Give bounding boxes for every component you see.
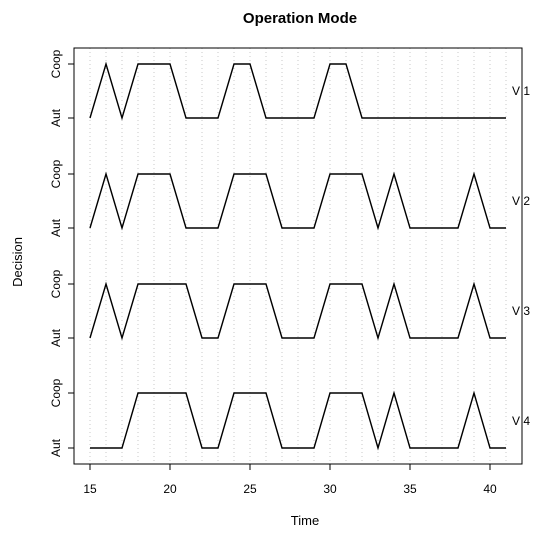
series-line-1	[89, 61, 506, 121]
series-group: V 1 V 2 V 3 V 4	[89, 61, 530, 451]
y-tick-label: Coop	[49, 269, 63, 298]
plot-frame	[73, 47, 523, 465]
series-line-3	[89, 281, 506, 341]
x-tick-label: 30	[323, 482, 337, 496]
x-tick-label: 25	[243, 482, 257, 496]
series-label-3: V 3	[512, 304, 530, 318]
y-tick-label: Aut	[49, 108, 63, 127]
y-tick-label: Coop	[49, 49, 63, 78]
y-axis-label: Decision	[10, 237, 25, 287]
series-line-4	[90, 390, 506, 451]
y-axis: Coop Aut Coop Aut Coop Aut Coop Aut	[49, 49, 74, 457]
y-tick-label: Coop	[49, 159, 63, 188]
series-line-2	[89, 171, 506, 231]
y-tick-label: Coop	[49, 378, 63, 407]
series-label-2: V 2	[512, 194, 530, 208]
x-axis-label: Time	[291, 513, 319, 528]
series-label-4: V 4	[512, 414, 530, 428]
chart-title: Operation Mode	[243, 10, 357, 27]
series-label-1: V 1	[512, 84, 530, 98]
x-tick-label: 40	[483, 482, 497, 496]
y-tick-label: Aut	[49, 328, 63, 347]
y-tick-label: Aut	[49, 218, 63, 237]
y-tick-label: Aut	[49, 438, 63, 457]
x-axis: 15 20 25 30 35 40	[83, 464, 497, 496]
x-tick-label: 35	[403, 482, 417, 496]
gridlines	[89, 48, 507, 464]
x-tick-label: 20	[163, 482, 177, 496]
x-tick-label: 15	[83, 482, 97, 496]
